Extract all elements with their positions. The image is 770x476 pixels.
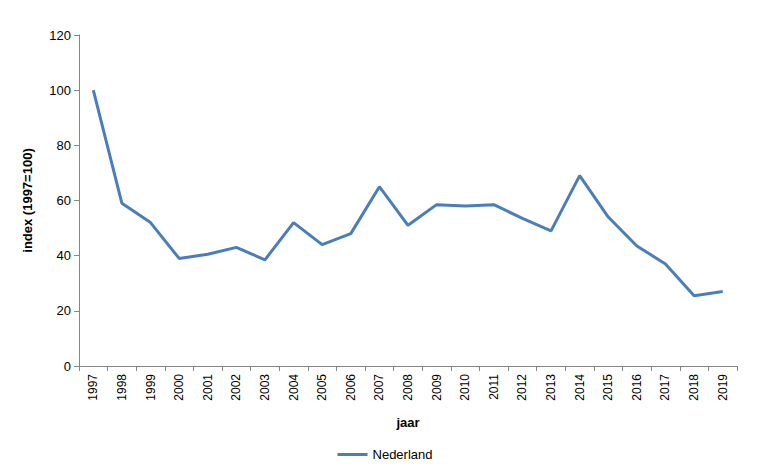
svg-text:2010: 2010 — [458, 374, 472, 401]
svg-text:2006: 2006 — [344, 374, 358, 401]
svg-text:2008: 2008 — [401, 374, 415, 401]
svg-text:2016: 2016 — [630, 374, 644, 401]
svg-text:jaar: jaar — [395, 415, 419, 430]
svg-text:100: 100 — [49, 83, 71, 98]
svg-text:2002: 2002 — [229, 374, 243, 401]
svg-text:1997: 1997 — [86, 374, 100, 401]
svg-text:index (1997=100): index (1997=100) — [20, 148, 35, 252]
svg-text:2019: 2019 — [716, 374, 730, 401]
svg-text:2011: 2011 — [487, 374, 501, 400]
svg-text:60: 60 — [57, 193, 71, 208]
svg-text:0: 0 — [64, 359, 71, 374]
svg-text:80: 80 — [57, 138, 71, 153]
svg-text:2000: 2000 — [172, 374, 186, 401]
svg-text:2013: 2013 — [544, 374, 558, 401]
svg-text:2003: 2003 — [258, 374, 272, 401]
svg-text:2004: 2004 — [287, 374, 301, 401]
svg-text:2001: 2001 — [201, 374, 215, 401]
svg-text:1998: 1998 — [115, 374, 129, 401]
svg-text:40: 40 — [57, 248, 71, 263]
svg-text:Nederland: Nederland — [373, 447, 433, 462]
svg-text:2018: 2018 — [687, 374, 701, 401]
svg-text:2017: 2017 — [658, 374, 672, 401]
svg-text:20: 20 — [57, 303, 71, 318]
svg-text:2014: 2014 — [573, 374, 587, 401]
svg-text:1999: 1999 — [144, 374, 158, 401]
svg-text:2005: 2005 — [315, 374, 329, 401]
svg-text:2015: 2015 — [601, 374, 615, 401]
svg-text:2007: 2007 — [372, 374, 386, 401]
svg-text:120: 120 — [49, 28, 71, 43]
svg-text:2009: 2009 — [430, 374, 444, 401]
svg-text:2012: 2012 — [515, 374, 529, 401]
